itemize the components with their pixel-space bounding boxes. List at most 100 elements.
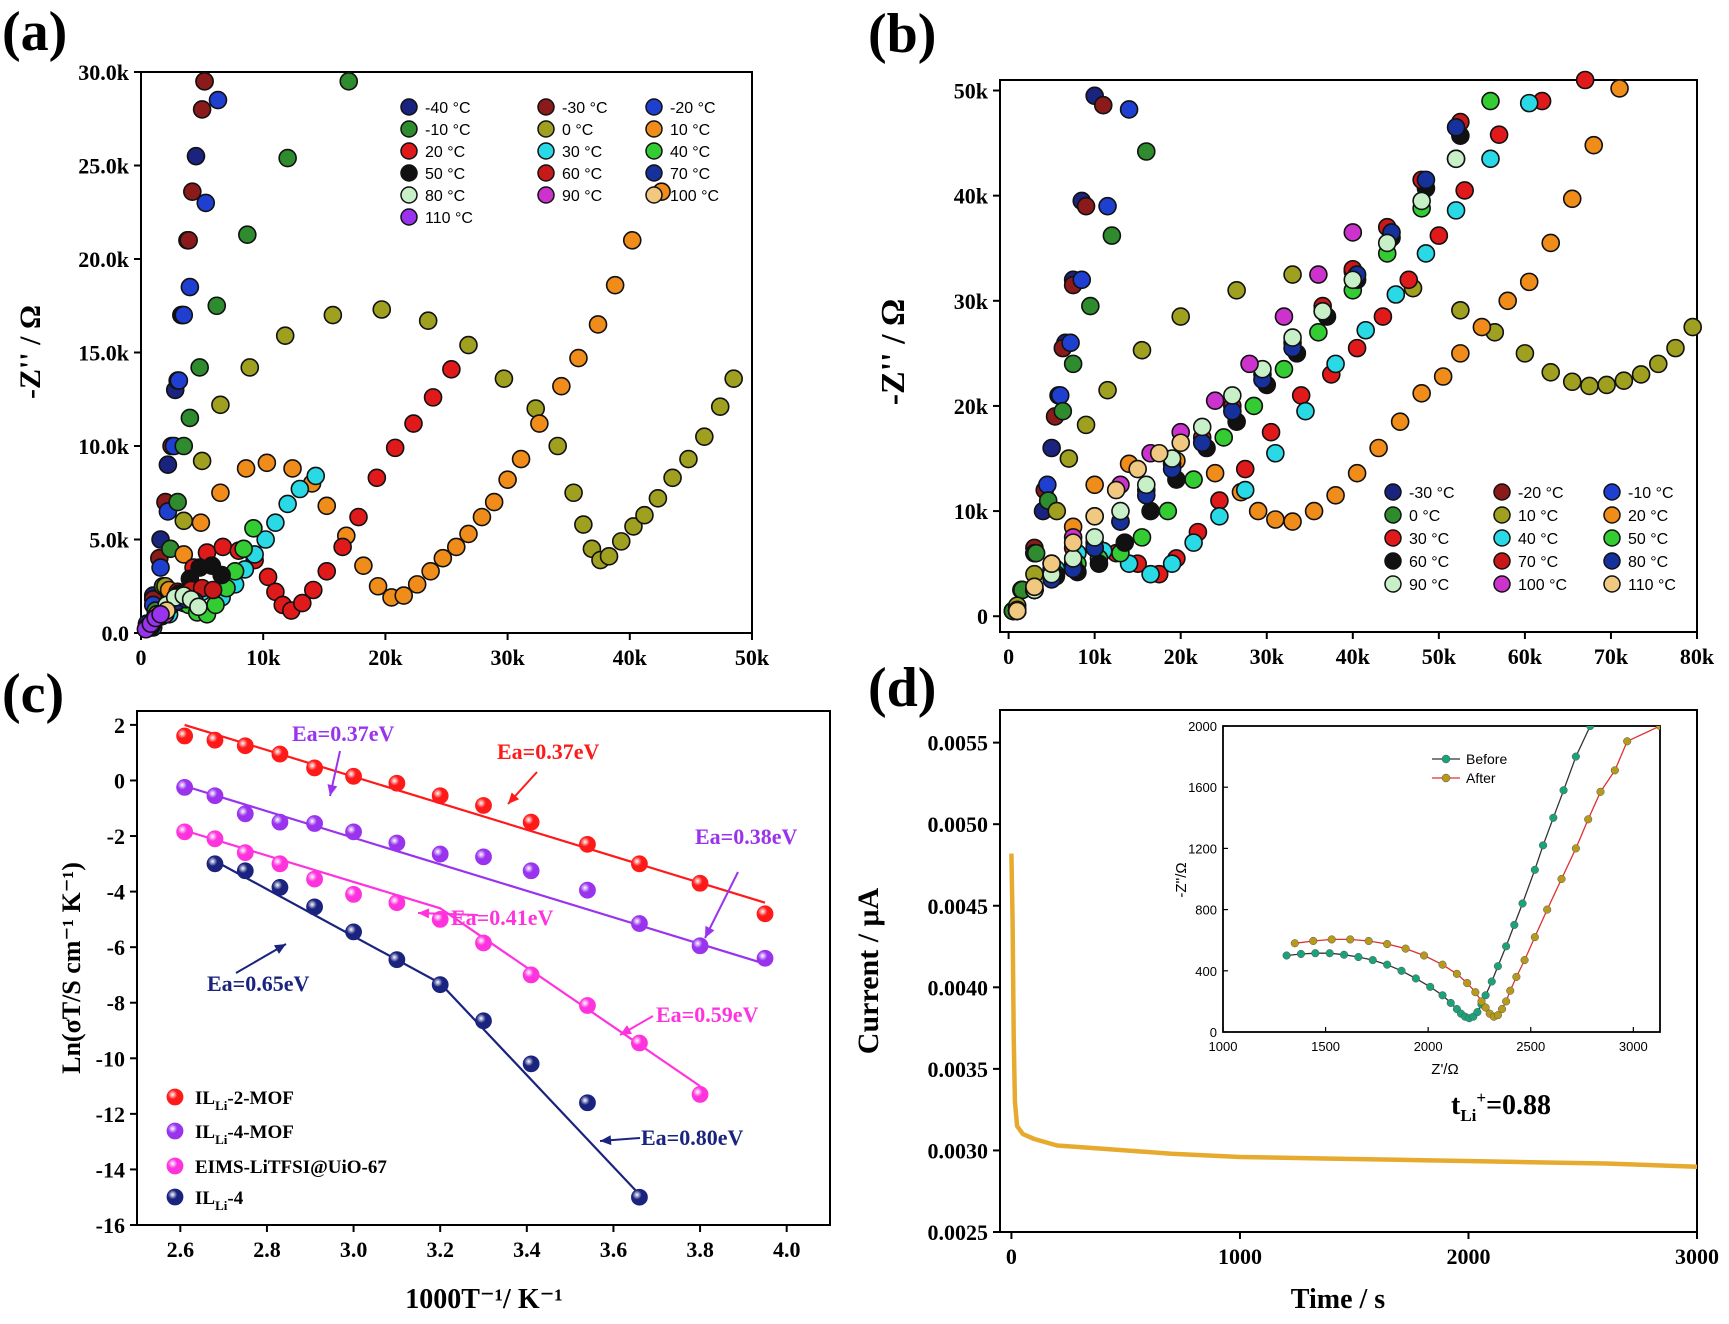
data-point bbox=[756, 905, 774, 923]
inset-y-tick-label: 400 bbox=[1195, 964, 1217, 979]
data-point bbox=[431, 976, 449, 994]
legend-label: 80 °C bbox=[1628, 554, 1668, 571]
legend-label-main: IL bbox=[195, 1088, 215, 1109]
data-point bbox=[203, 580, 223, 600]
data-point bbox=[271, 855, 289, 873]
legend-marker bbox=[1384, 575, 1402, 593]
inset-y-tick-label: 1600 bbox=[1188, 780, 1217, 795]
x-tick-label: 30k bbox=[1250, 644, 1285, 669]
legend-marker bbox=[1493, 552, 1511, 570]
data-point bbox=[158, 455, 178, 475]
annotation-arrowhead bbox=[620, 1025, 633, 1035]
data-point bbox=[1102, 226, 1122, 245]
data-point bbox=[191, 513, 211, 532]
y-tick-label: 0.0 bbox=[102, 621, 130, 646]
data-point bbox=[317, 496, 337, 516]
inset-data-point bbox=[1339, 950, 1349, 959]
legend-marker bbox=[645, 98, 663, 116]
data-point bbox=[599, 547, 619, 566]
data-point bbox=[1446, 149, 1466, 169]
inset-data-point bbox=[1452, 969, 1461, 978]
inset-data-point bbox=[1438, 960, 1447, 969]
x-tick-label: 1000 bbox=[1218, 1244, 1262, 1269]
inset-data-point bbox=[1493, 1011, 1502, 1020]
transference-number-part: =0.88 bbox=[1486, 1090, 1551, 1121]
annotation-arrow bbox=[704, 871, 739, 939]
data-point bbox=[174, 511, 194, 531]
legend-label: 10 °C bbox=[670, 122, 710, 139]
data-point bbox=[1274, 359, 1294, 379]
data-point bbox=[176, 823, 194, 841]
data-point bbox=[236, 737, 254, 755]
data-point bbox=[1235, 480, 1255, 500]
data-point bbox=[1223, 386, 1242, 405]
inset-data-point bbox=[1549, 813, 1558, 822]
inset-x-tick-label: 2000 bbox=[1414, 1039, 1443, 1054]
y-tick-label: 30k bbox=[954, 289, 989, 314]
data-point bbox=[206, 731, 224, 749]
legend-label-rest: -4-MOF bbox=[227, 1122, 293, 1143]
data-point bbox=[1519, 272, 1539, 292]
data-point bbox=[151, 558, 170, 577]
data-point bbox=[271, 879, 289, 896]
data-point bbox=[271, 813, 289, 831]
legend-marker bbox=[1384, 483, 1402, 501]
data-point bbox=[1455, 181, 1474, 200]
data-point bbox=[208, 90, 228, 110]
inset-data-point bbox=[1481, 991, 1490, 1000]
legend-label: -40 °C bbox=[425, 100, 471, 117]
data-point bbox=[446, 537, 466, 557]
data-point bbox=[1309, 265, 1328, 284]
data-point bbox=[1038, 475, 1057, 495]
data-point bbox=[1210, 507, 1229, 526]
data-point bbox=[1248, 501, 1268, 521]
data-point bbox=[1326, 486, 1345, 505]
data-point bbox=[522, 966, 540, 984]
data-point bbox=[189, 597, 208, 617]
data-point bbox=[1085, 528, 1104, 547]
legend-label: 90 °C bbox=[562, 188, 602, 205]
legend-marker bbox=[1603, 483, 1621, 501]
inset-data-point bbox=[1610, 766, 1619, 775]
panel-d-chronoamperometry-plot: (d)0 1000 2000 30000.00250.00300.00350.0040… bbox=[852, 657, 1719, 1315]
x-tick-label: 4.0 bbox=[773, 1237, 801, 1262]
data-point bbox=[1085, 475, 1104, 495]
y-tick-label: 0.0025 bbox=[928, 1220, 989, 1245]
inset-y-tick-label: 800 bbox=[1195, 903, 1217, 918]
inset-data-point bbox=[1383, 939, 1392, 949]
x-tick-label: 80k bbox=[1680, 644, 1715, 669]
activation-energy-label: Ea=0.80eV bbox=[641, 1125, 743, 1150]
legend-marker bbox=[400, 208, 418, 226]
inset-data-point bbox=[1426, 982, 1435, 991]
legend-label-rest: -2-MOF bbox=[227, 1088, 293, 1109]
data-point bbox=[579, 1094, 596, 1112]
inset-x-tick-label: 3000 bbox=[1619, 1039, 1648, 1054]
data-point bbox=[304, 580, 323, 600]
y-tick-label: -16 bbox=[96, 1213, 125, 1238]
legend-marker bbox=[1603, 506, 1621, 524]
data-point bbox=[1283, 328, 1302, 347]
y-tick-label: -12 bbox=[96, 1102, 125, 1127]
data-point bbox=[691, 874, 709, 892]
data-point bbox=[1356, 320, 1376, 340]
panel-c-arrhenius-plot: (c) 2.6 2.8 3.0 3.2 3.4 3.6 3.8 4.0 2 0 -2 -4 -6 -8 -10… bbox=[2, 663, 831, 1315]
data-point bbox=[1390, 412, 1410, 432]
data-point bbox=[179, 231, 198, 250]
legend-label: 60 °C bbox=[562, 166, 602, 183]
inset-y-axis-title: -Z''/Ω bbox=[1173, 862, 1190, 897]
data-point bbox=[1283, 265, 1302, 284]
x-tick-label: 0 bbox=[136, 645, 147, 670]
data-point bbox=[1562, 189, 1582, 209]
x-tick-label: 3.6 bbox=[600, 1237, 628, 1262]
legend-marker bbox=[537, 164, 555, 182]
data-point bbox=[183, 182, 202, 201]
data-point bbox=[1541, 233, 1561, 253]
data-point bbox=[1614, 371, 1634, 391]
panel-a-zplot: (a) 0 10k 20k 30k 40k 50k 0.0 5.0k 10.0k 15.0k 20.0… bbox=[2, 1, 770, 670]
legend-marker bbox=[1603, 552, 1621, 570]
y-tick-label: 25.0k bbox=[78, 154, 130, 179]
data-point bbox=[196, 193, 216, 213]
activation-energy-label: Ea=0.37eV bbox=[497, 739, 599, 764]
data-point bbox=[1580, 376, 1599, 396]
data-point bbox=[1648, 354, 1668, 374]
